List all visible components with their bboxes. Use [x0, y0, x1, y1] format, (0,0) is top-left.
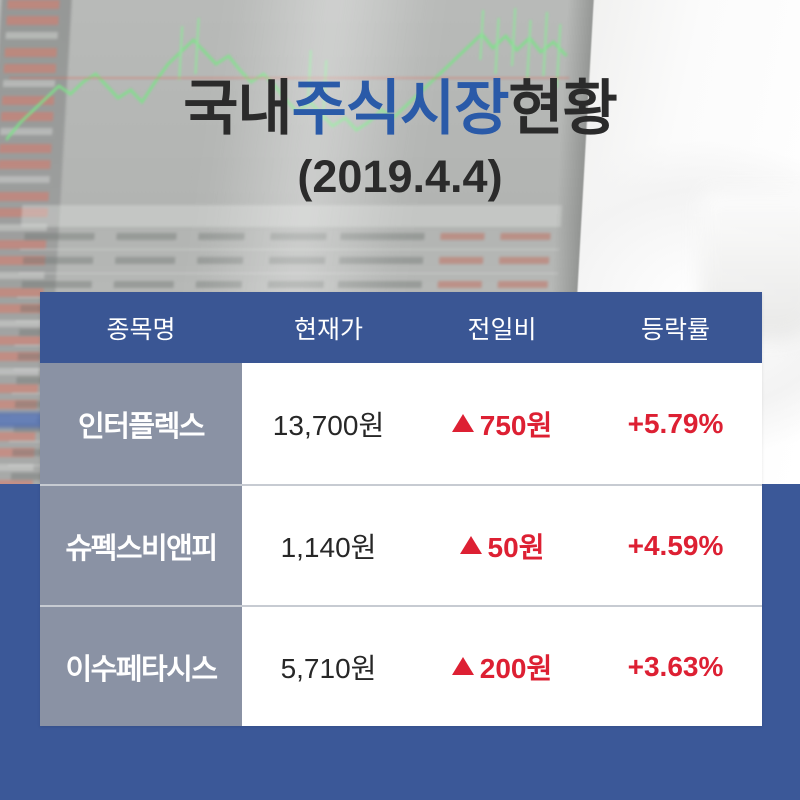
title-date: (2019.4.4) [297, 151, 503, 202]
trading-screen-blur [0, 0, 595, 484]
stock-change-value: 200원 [479, 652, 553, 684]
background-line-chart [4, 8, 570, 141]
stock-price: 1,140원 [242, 486, 415, 605]
up-triangle-icon [451, 413, 474, 432]
table-row: 인터플렉스 13,700원 750원 +5.79% [40, 363, 762, 484]
table-header-row: 종목명 현재가 전일비 등락률 [40, 292, 762, 363]
stock-name: 이수페타시스 [40, 607, 242, 726]
stock-name: 인터플렉스 [40, 363, 242, 484]
table-body: 인터플렉스 13,700원 750원 +5.79% 슈펙스비앤피 1,140원 … [40, 363, 762, 726]
stock-rate: +4.59% [589, 486, 762, 605]
up-triangle-icon [459, 535, 482, 554]
column-header-price: 현재가 [242, 292, 415, 363]
stock-table: 종목명 현재가 전일비 등락률 인터플렉스 13,700원 750원 +5.79… [40, 292, 762, 726]
title-segment-status: 현황 [508, 74, 617, 144]
stock-price: 13,700원 [242, 363, 415, 484]
stock-change-value: 750원 [479, 409, 553, 441]
title-segment-stockmarket: 주식시장 [291, 74, 510, 144]
page-title: 국내주식시장현황 [0, 78, 800, 141]
table-row: 이수페타시스 5,710원 200원 +3.63% [40, 605, 762, 726]
table-row: 슈펙스비앤피 1,140원 50원 +4.59% [40, 484, 762, 605]
stock-price: 5,710원 [242, 607, 415, 726]
column-header-change: 전일비 [415, 292, 589, 363]
title-block: 국내주식시장현황 (2019.4.4) [0, 78, 800, 203]
up-triangle-icon [451, 656, 474, 675]
stock-change-value: 50원 [487, 531, 545, 563]
stock-change: 50원 [415, 486, 589, 605]
column-header-rate: 등락률 [589, 292, 762, 363]
stock-change: 200원 [415, 607, 589, 726]
column-header-name: 종목명 [40, 292, 242, 363]
stock-name: 슈펙스비앤피 [40, 486, 242, 605]
stock-rate: +3.63% [589, 607, 762, 726]
title-segment-domestic: 국내 [183, 74, 292, 144]
stock-change: 750원 [415, 363, 589, 484]
stock-rate: +5.79% [589, 363, 762, 484]
